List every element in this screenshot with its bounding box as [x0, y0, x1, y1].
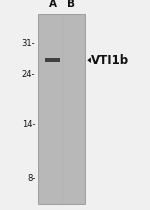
Text: 24-: 24- — [22, 70, 35, 79]
Bar — [45, 58, 60, 62]
Bar — [38, 14, 85, 204]
Text: B: B — [67, 0, 75, 9]
Polygon shape — [87, 58, 91, 63]
Text: VTI1b: VTI1b — [91, 54, 129, 67]
Text: A: A — [49, 0, 57, 9]
Text: 8-: 8- — [27, 175, 35, 184]
Text: 14-: 14- — [22, 120, 35, 129]
Text: 31-: 31- — [22, 39, 35, 48]
